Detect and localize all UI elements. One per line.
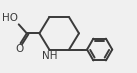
Text: NH: NH [42,51,57,61]
Text: HO: HO [2,13,18,23]
Text: O: O [15,44,24,54]
